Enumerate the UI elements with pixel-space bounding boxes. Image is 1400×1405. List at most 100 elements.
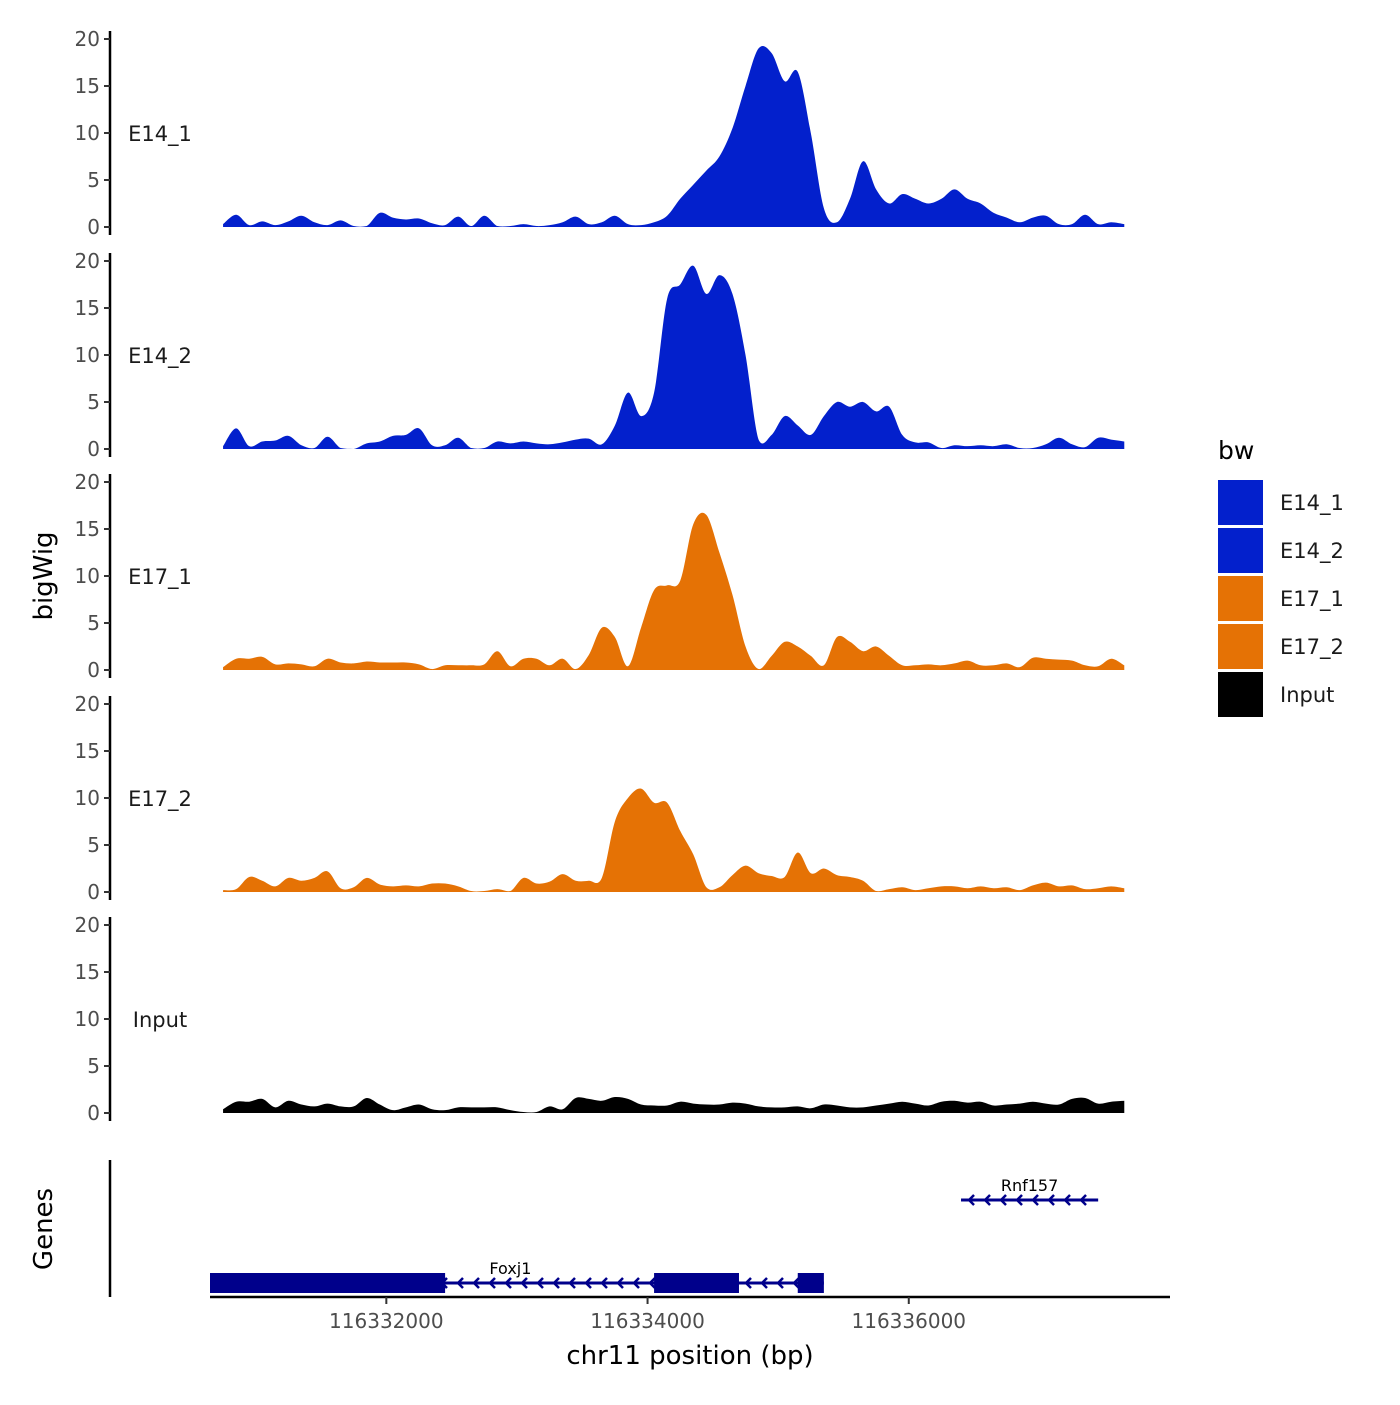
- strand-chevron: [1015, 1194, 1023, 1206]
- y-tick-label: 15: [75, 517, 100, 541]
- track-label: Input: [133, 1008, 187, 1032]
- legend-label-e17-2: E17_2: [1280, 635, 1344, 660]
- legend-item: E14_1: [1218, 480, 1344, 525]
- strand-chevron: [488, 1277, 496, 1289]
- legend-label-e14-1: E14_1: [1280, 491, 1344, 516]
- exon-block: [797, 1273, 824, 1293]
- gene-model-foxj1: Foxj1: [210, 1259, 824, 1293]
- y-tick-label: 15: [75, 739, 100, 763]
- legend-label-e14-2: E14_2: [1280, 539, 1344, 564]
- y-tick-label: 20: [75, 692, 100, 716]
- track-label: E14_2: [128, 344, 192, 369]
- x-tick-label: 116332000: [329, 1309, 444, 1333]
- y-tick-label: 10: [75, 564, 100, 588]
- legend-item: Input: [1218, 672, 1334, 717]
- signal-area: [223, 788, 1125, 892]
- track-label: E17_1: [128, 565, 192, 590]
- y-tick-label: 0: [87, 215, 100, 239]
- strand-chevron: [568, 1277, 576, 1289]
- y-tick-label: 0: [87, 437, 100, 461]
- y-tick-label: 20: [75, 470, 100, 494]
- legend-item: E17_2: [1218, 624, 1344, 669]
- legend-item: E14_2: [1218, 528, 1344, 573]
- strand-chevron: [520, 1277, 528, 1289]
- strand-chevron: [648, 1277, 656, 1289]
- y-tick-label: 20: [75, 249, 100, 273]
- legend-label-e17-1: E17_1: [1280, 587, 1344, 612]
- track-input: 0 5 10 15 20 Input: [75, 913, 1125, 1125]
- y-tick-label: 10: [75, 343, 100, 367]
- exon-block: [210, 1273, 446, 1293]
- strand-chevron: [744, 1277, 752, 1289]
- track-e17-2: 0 5 10 15 20 E17_2: [75, 692, 1125, 904]
- legend-key-e14-1: [1218, 480, 1263, 525]
- track-label: E17_2: [128, 787, 192, 812]
- y-tick-label: 5: [87, 1054, 100, 1078]
- strand-chevron: [776, 1277, 784, 1289]
- y-tick-label: 10: [75, 786, 100, 810]
- strand-chevron: [616, 1277, 624, 1289]
- y-tick-label: 0: [87, 1101, 100, 1125]
- strand-chevron: [792, 1277, 800, 1289]
- legend-key-e17-2: [1218, 624, 1263, 669]
- track-e17-1: 0 5 10 15 20 E17_1: [75, 470, 1125, 682]
- strand-chevron: [1063, 1194, 1071, 1206]
- y-axis-title: bigWig: [29, 531, 59, 620]
- strand-chevron: [552, 1277, 560, 1289]
- signal-tracks: 05101520E14_105101520E14_205101520E17_10…: [75, 27, 1125, 1125]
- genes-axis-title: Genes: [29, 1188, 59, 1270]
- y-tick-label: 20: [75, 913, 100, 937]
- x-tick-label: 116336000: [852, 1309, 967, 1333]
- gene-label: Rnf157: [1001, 1176, 1058, 1195]
- strand-chevron: [472, 1277, 480, 1289]
- legend-key-e14-2: [1218, 528, 1263, 573]
- x-tick-label: 116334000: [590, 1309, 705, 1333]
- y-tick-label: 20: [75, 27, 100, 51]
- signal-area: [223, 512, 1125, 670]
- x-axis-title: chr11 position (bp): [566, 1341, 813, 1371]
- legend: bw E14_1 E14_2 E17_1 E17_2 Input: [1218, 436, 1344, 717]
- strand-chevron: [999, 1194, 1007, 1206]
- y-tick-label: 0: [87, 658, 100, 682]
- strand-chevron: [1047, 1194, 1055, 1206]
- exon-block: [654, 1273, 739, 1293]
- strand-chevron: [760, 1277, 768, 1289]
- track-e14-2: 0 5 10 15 20 E14_2: [75, 249, 1125, 461]
- strand-chevron: [967, 1194, 975, 1206]
- x-axis: 116332000 116334000 116336000: [210, 1295, 1170, 1333]
- legend-title: bw: [1218, 436, 1254, 465]
- y-tick-label: 15: [75, 74, 100, 98]
- track-e14-1: 0 5 10 15 20 E14_1: [75, 27, 1125, 239]
- gene-track: Rnf157 Foxj1: [108, 1160, 1099, 1297]
- track-label: E14_1: [128, 122, 192, 147]
- y-tick-label: 5: [87, 611, 100, 635]
- strand-chevron: [1031, 1194, 1039, 1206]
- y-tick-label: 15: [75, 296, 100, 320]
- signal-area: [223, 1096, 1125, 1113]
- strand-chevron: [536, 1277, 544, 1289]
- legend-key-input: [1218, 672, 1263, 717]
- strand-chevron: [456, 1277, 464, 1289]
- legend-item: E17_1: [1218, 576, 1344, 621]
- strand-chevron: [1079, 1194, 1087, 1206]
- signal-area: [223, 45, 1125, 228]
- strand-chevron: [504, 1277, 512, 1289]
- legend-key-e17-1: [1218, 576, 1263, 621]
- y-tick-label: 15: [75, 960, 100, 984]
- legend-label-input: Input: [1280, 683, 1334, 707]
- gene-model-rnf157: Rnf157: [961, 1176, 1099, 1206]
- strand-chevron: [632, 1277, 640, 1289]
- y-tick-label: 0: [87, 880, 100, 904]
- strand-chevron: [600, 1277, 608, 1289]
- gene-label: Foxj1: [489, 1259, 531, 1278]
- strand-chevron: [983, 1194, 991, 1206]
- y-tick-label: 10: [75, 1007, 100, 1031]
- signal-area: [223, 265, 1125, 449]
- y-tick-label: 5: [87, 168, 100, 192]
- y-tick-label: 10: [75, 121, 100, 145]
- strand-chevron: [584, 1277, 592, 1289]
- y-tick-label: 5: [87, 390, 100, 414]
- y-tick-label: 5: [87, 833, 100, 857]
